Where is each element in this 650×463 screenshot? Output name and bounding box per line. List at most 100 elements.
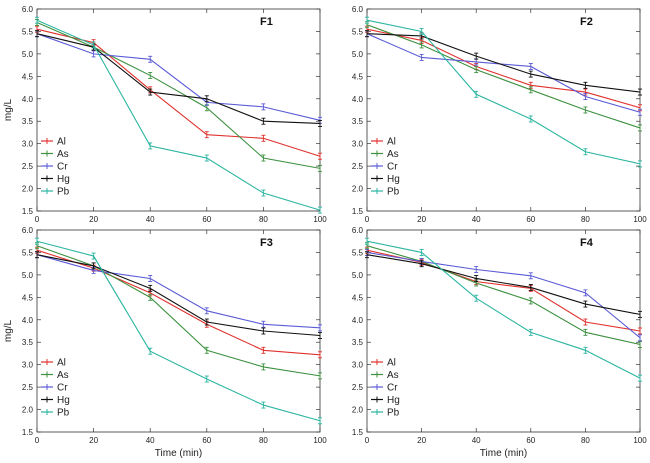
series-line xyxy=(366,28,641,109)
series-line xyxy=(36,33,321,125)
panel-title: F1 xyxy=(260,16,273,28)
x-tick-label: 20 xyxy=(89,215,98,224)
series-line xyxy=(366,240,641,379)
x-tick-label: 20 xyxy=(417,215,426,224)
series-pb xyxy=(365,16,642,168)
y-tick-label: 2.0 xyxy=(22,406,34,415)
y-tick-label: 5.5 xyxy=(352,27,364,36)
series-hg xyxy=(35,30,322,127)
series-line xyxy=(36,254,321,329)
x-tick-label: 80 xyxy=(581,436,590,445)
y-tick-label: 4.5 xyxy=(352,293,364,302)
legend-label: Hg xyxy=(387,174,400,185)
x-tick-label: 100 xyxy=(313,436,327,445)
y-tick-label: 2.5 xyxy=(352,383,364,392)
y-tick-label: 1.5 xyxy=(22,207,34,216)
series-line xyxy=(36,33,321,121)
legend-label: Al xyxy=(57,137,66,148)
x-tick-label: 40 xyxy=(146,215,155,224)
x-tick-label: 0 xyxy=(35,215,40,224)
y-tick-label: 3.0 xyxy=(22,140,34,149)
y-tick-label: 2.0 xyxy=(352,406,364,415)
y-tick-label: 4.0 xyxy=(352,95,364,104)
x-tick-label: 60 xyxy=(526,436,535,445)
legend-label: Cr xyxy=(57,383,68,394)
x-tick-label: 100 xyxy=(633,215,647,224)
x-tick-label: 100 xyxy=(633,436,647,445)
legend-label: Hg xyxy=(387,395,400,406)
panel-f4: 1.5 2.0 2.5 3.0 3.5 4.0 4.5 5.0 5.5 6.0 0 20 40 60 80 1… xyxy=(352,226,647,459)
series-line xyxy=(36,240,321,422)
x-tick-label: 60 xyxy=(526,215,535,224)
series-line xyxy=(36,21,321,169)
series-line xyxy=(36,249,321,356)
x-tick-label: 80 xyxy=(259,436,268,445)
x-tick-label: 40 xyxy=(472,436,481,445)
y-tick-label: 4.5 xyxy=(22,72,34,81)
panel-title: F2 xyxy=(580,16,593,28)
series-line xyxy=(366,245,641,346)
legend-label: Al xyxy=(57,358,66,369)
series-al xyxy=(35,246,322,359)
y-tick-label: 3.5 xyxy=(352,117,364,126)
x-tick-label: 80 xyxy=(581,215,590,224)
series-hg xyxy=(365,251,642,318)
legend-label: As xyxy=(387,370,399,381)
y-tick-label: 1.5 xyxy=(352,428,364,437)
legend-label: Hg xyxy=(57,395,70,406)
panel-title: F4 xyxy=(580,237,594,249)
legend-label: Pb xyxy=(57,408,70,419)
y-tick-label: 1.5 xyxy=(22,428,34,437)
y-tick-label: 4.5 xyxy=(22,293,34,302)
y-tick-label: 3.0 xyxy=(22,361,34,370)
y-tick-label: 3.5 xyxy=(22,117,34,126)
legend-label: Cr xyxy=(387,383,398,394)
legend-label: As xyxy=(57,370,69,381)
legend-label: Al xyxy=(387,137,396,148)
y-tick-label: 3.5 xyxy=(352,338,364,347)
series-as xyxy=(365,242,642,348)
y-tick-label: 2.5 xyxy=(352,162,364,171)
y-tick-label: 5.5 xyxy=(352,248,364,257)
y-tick-label: 6.0 xyxy=(22,5,34,14)
y-tick-label: 3.5 xyxy=(22,338,34,347)
y-tick-label: 2.0 xyxy=(22,185,34,194)
x-tick-label: 80 xyxy=(259,215,268,224)
y-tick-label: 5.0 xyxy=(22,50,34,59)
plot-frame xyxy=(366,229,641,433)
x-axis-label: Time (min) xyxy=(155,448,202,459)
y-tick-label: 4.0 xyxy=(22,95,34,104)
legend-label: Cr xyxy=(57,162,68,173)
legend-label: Pb xyxy=(387,408,400,419)
series-line xyxy=(36,19,321,211)
x-tick-label: 0 xyxy=(365,215,370,224)
panel-title: F3 xyxy=(260,237,273,249)
y-tick-label: 5.0 xyxy=(352,50,364,59)
series-line xyxy=(366,24,641,129)
x-tick-label: 60 xyxy=(202,215,211,224)
series-pb xyxy=(35,16,322,214)
panel-f1: 1.5 2.0 2.5 3.0 3.5 4.0 4.5 5.0 5.5 6.0 0 20 40 60 80 1… xyxy=(3,5,327,224)
y-tick-label: 5.0 xyxy=(352,271,364,280)
series-line xyxy=(366,33,641,93)
y-tick-label: 4.0 xyxy=(352,316,364,325)
legend-label: As xyxy=(57,149,69,160)
y-tick-label: 6.0 xyxy=(22,226,34,235)
x-tick-label: 0 xyxy=(365,436,370,445)
y-tick-label: 5.5 xyxy=(22,248,34,257)
y-tick-label: 6.0 xyxy=(352,226,364,235)
series-pb xyxy=(365,237,642,382)
legend-label: As xyxy=(387,149,399,160)
series-line xyxy=(366,251,641,339)
y-tick-label: 5.5 xyxy=(22,27,34,36)
series-line xyxy=(36,254,321,337)
y-tick-label: 5.0 xyxy=(22,271,34,280)
y-axis-label: mg/L xyxy=(3,98,14,121)
legend-label: Pb xyxy=(387,187,400,198)
y-tick-label: 2.5 xyxy=(22,383,34,392)
series-line xyxy=(36,245,321,377)
y-tick-label: 2.0 xyxy=(352,185,364,194)
